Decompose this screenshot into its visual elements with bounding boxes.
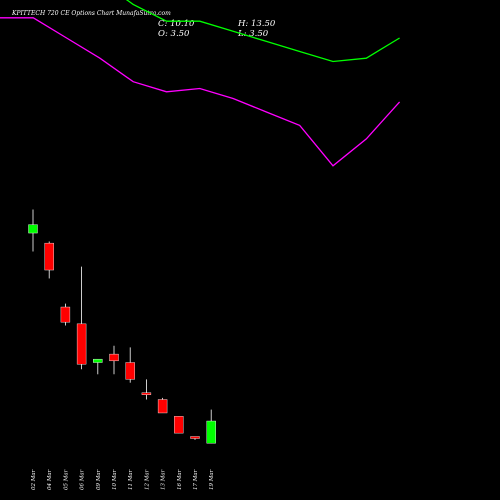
chart-title: KPITTECH 720 CE Options Chart MunafaSutr… (11, 10, 171, 17)
candle-05-mar (60, 303, 71, 326)
overlay-line-1 (125, 0, 400, 63)
candle-body (190, 436, 200, 439)
date-tick-label: 13 Mar (161, 469, 167, 490)
date-tick-label: 16 Mar (177, 469, 183, 490)
candle-body (28, 224, 38, 234)
low-value: L: 3.50 (237, 29, 269, 39)
open-value: O: 3.50 (158, 29, 190, 39)
overlay-line-2 (0, 17, 401, 167)
date-axis: 02 Mar 04 Mar 05 Mar 06 Mar 09 Mar 10 Mar 11 M… (31, 469, 215, 490)
candle-body (174, 416, 184, 434)
candle-body (125, 362, 135, 380)
candle-body (93, 358, 103, 363)
candle-13-mar (157, 397, 168, 414)
candle-body (76, 323, 87, 365)
candle-body (157, 399, 168, 414)
date-tick-label: 09 Mar (96, 469, 102, 490)
candle-body (60, 306, 71, 323)
candle-06-mar (76, 266, 87, 370)
candle-body (141, 392, 152, 395)
date-tick-label: 06 Mar (80, 469, 86, 490)
date-tick-label: 19 Mar (209, 469, 215, 490)
candle-body (44, 242, 54, 271)
candle-19-mar (206, 409, 216, 444)
candle-17-mar (190, 436, 200, 440)
candle-02-mar (28, 209, 38, 252)
date-tick-label: 05 Mar (63, 469, 69, 490)
date-tick-label: 12 Mar (144, 469, 150, 490)
high-value: H: 13.50 (237, 19, 276, 29)
date-tick-label: 11 Mar (128, 469, 134, 490)
overlay-lines (0, 0, 401, 167)
date-tick-label: 04 Mar (47, 469, 53, 490)
candle-body (109, 353, 119, 362)
date-tick-label: 10 Mar (112, 469, 118, 490)
candle-11-mar (125, 347, 135, 383)
candle-body (206, 420, 216, 444)
candle-04-mar (44, 241, 54, 279)
candle-10-mar (109, 345, 119, 375)
date-tick-label: 02 Mar (31, 469, 37, 490)
date-tick-label: 17 Mar (193, 469, 199, 490)
candle-12-mar (141, 379, 152, 400)
candle-16-mar (174, 416, 184, 434)
close-value: C: 10.10 (158, 19, 195, 29)
candles (28, 209, 216, 444)
candle-09-mar (93, 358, 103, 375)
